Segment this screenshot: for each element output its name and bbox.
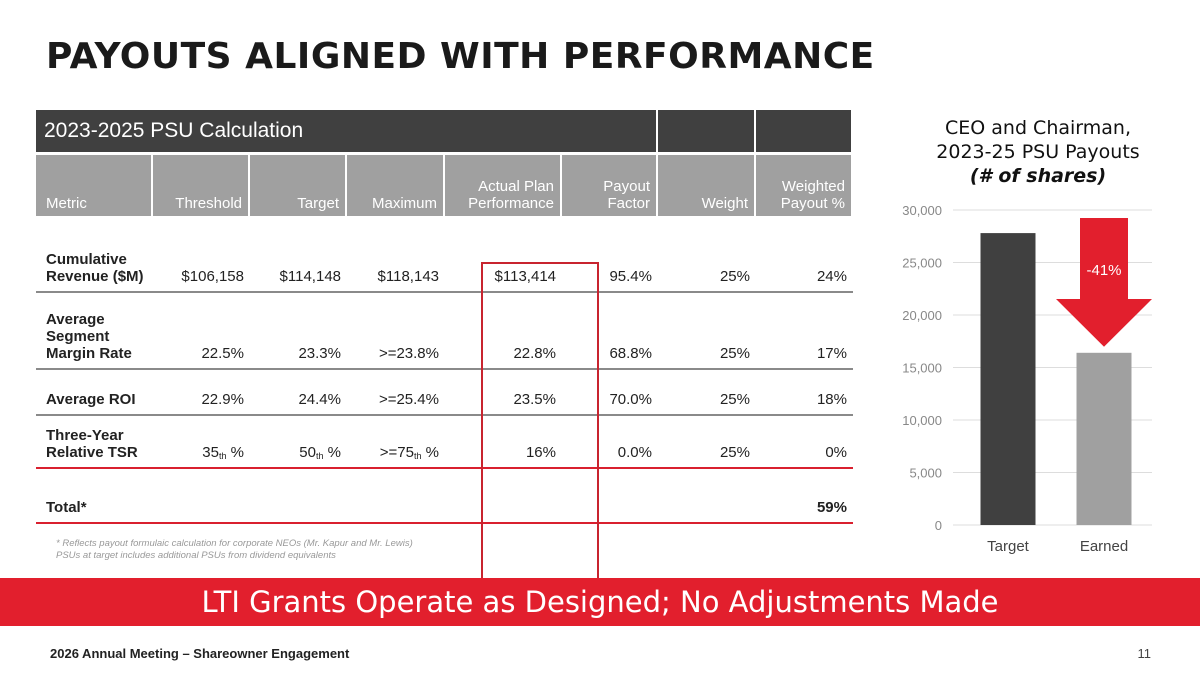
cell: >=75 th % [347, 416, 445, 467]
header-metric: Metric [36, 155, 153, 216]
table-header-row: Metric Threshold Target Maximum Actual P… [36, 155, 853, 216]
cell: 24.4% [298, 391, 341, 408]
cell: 0.0% [617, 444, 652, 461]
y-tick-label: 30,000 [902, 203, 942, 218]
footnotes: * Reflects payout formulaic calculation … [56, 538, 413, 562]
cell: 25% [719, 391, 750, 408]
cell: >=25.4% [378, 391, 439, 408]
table-row: Cumulative Revenue ($M) $106,158 $114,14… [36, 216, 853, 293]
psu-table: 2023-2025 PSU Calculation Metric Thresho… [36, 110, 853, 579]
cell: 25% [719, 444, 750, 461]
cell: 0% [825, 444, 847, 461]
change-annotation: -41% [1086, 262, 1121, 279]
cell: >=23.8% [378, 345, 439, 362]
slide-title: PAYOUTS ALIGNED WITH PERFORMANCE [46, 36, 875, 77]
psu-payout-chart: 0 5,000 10,000 15,000 20,000 25,000 30,000 Targ… [902, 203, 1152, 555]
total-label: Total* [46, 499, 87, 516]
page-number: 11 [1137, 646, 1152, 661]
cell: 68.8% [609, 345, 652, 362]
y-tick-label: 25,000 [902, 256, 942, 271]
cell-sup: th [218, 451, 227, 461]
cell: $113,414 [494, 268, 556, 285]
cell: Average Segment Margin Rate [46, 311, 132, 362]
chart-title-line: CEO and Chairman, [945, 117, 1131, 139]
cell: 24% [816, 268, 847, 285]
cell-suffix: % [226, 444, 244, 461]
cell: 23.3% [298, 345, 341, 362]
down-arrow-icon [1056, 218, 1152, 347]
y-tick-label: 5,000 [909, 466, 942, 481]
header-threshold: Threshold [153, 155, 250, 216]
cell: 70.0% [609, 391, 652, 408]
cell: 22.9% [201, 391, 244, 408]
header-payout-factor: Payout Factor [562, 155, 658, 216]
chart-title-line: 2023-25 PSU Payouts [936, 141, 1140, 163]
table-row: Average ROI 22.9% 24.4% >=25.4% 23.5% 70… [36, 370, 853, 416]
cell-sup: th [413, 451, 422, 461]
cell: 16% [525, 444, 556, 461]
cell: 25% [719, 268, 750, 285]
cell-suffix: % [323, 444, 341, 461]
cell: 17% [816, 345, 847, 362]
title-cell [658, 110, 756, 152]
cell: Average ROI [46, 391, 136, 408]
table-title-row: 2023-2025 PSU Calculation [36, 110, 853, 152]
cell: 25% [719, 345, 750, 362]
table-row: Average Segment Margin Rate 22.5% 23.3% … [36, 293, 853, 370]
cell: $114,148 [279, 268, 341, 285]
cell: Three-Year Relative TSR [46, 427, 138, 461]
y-tick-label: 10,000 [902, 413, 942, 428]
cell: 23.5% [513, 391, 556, 408]
header-target: Target [250, 155, 347, 216]
footnote: * Reflects payout formulaic calculation … [56, 538, 413, 549]
header-actual: Actual Plan Performance [445, 155, 562, 216]
cell: 18% [816, 391, 847, 408]
bar-earned [1076, 352, 1132, 525]
x-tick-label: Earned [1080, 538, 1128, 555]
table-title: 2023-2025 PSU Calculation [36, 110, 658, 152]
cell: $106,158 [181, 268, 244, 285]
header-maximum: Maximum [347, 155, 445, 216]
x-tick-label: Target [987, 538, 1030, 555]
cell-value: 50 [299, 444, 316, 461]
banner: LTI Grants Operate as Designed; No Adjus… [0, 578, 1200, 626]
chart-title: CEO and Chairman, 2023-25 PSU Payouts (#… [900, 116, 1176, 188]
chart-title-line: (# of shares) [969, 165, 1107, 187]
y-tick-label: 15,000 [902, 361, 942, 376]
y-tick-label: 20,000 [902, 308, 942, 323]
cell-value: 35 [202, 444, 219, 461]
header-weighted-payout: Weighted Payout % [756, 155, 853, 216]
header-weight: Weight [658, 155, 756, 216]
y-tick-label: 0 [935, 518, 942, 533]
footer-meeting: 2026 Annual Meeting – Shareowner Engagem… [50, 646, 350, 661]
cell: Cumulative Revenue ($M) [46, 251, 144, 285]
cell: 22.5% [201, 345, 244, 362]
cell-value: >=75 [379, 444, 414, 461]
title-cell [756, 110, 853, 152]
cell: 22.8% [513, 345, 556, 362]
total-row: Total* 59% [36, 469, 853, 524]
total-value: 59% [816, 499, 847, 516]
bar-target [980, 233, 1036, 525]
cell: $118,143 [377, 268, 439, 285]
cell-suffix: % [421, 444, 439, 461]
footnote: PSUs at target includes additional PSUs … [56, 550, 336, 561]
cell: 95.4% [609, 268, 652, 285]
cell-sup: th [315, 451, 324, 461]
